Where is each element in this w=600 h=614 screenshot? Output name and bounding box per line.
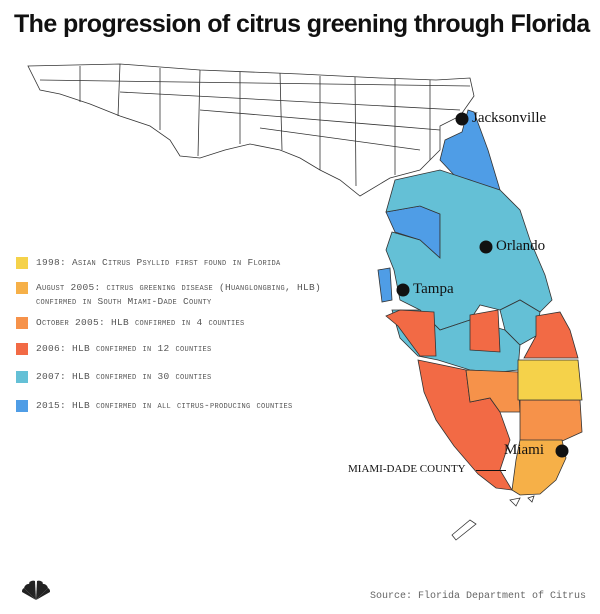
legend-swatch bbox=[16, 400, 28, 412]
legend-label: October 2005: HLB confirmed in 4 countie… bbox=[36, 317, 245, 328]
keys bbox=[451, 495, 535, 541]
legend-label: 2015: HLB confirmed in all citrus-produc… bbox=[36, 400, 293, 411]
miami-dot bbox=[555, 444, 569, 458]
miami-dade-county-label: MIAMI-DADE COUNTY bbox=[348, 463, 466, 475]
legend-label: 1998: Asian Citrus Psyllid first found i… bbox=[36, 257, 281, 268]
county-line bbox=[39, 79, 471, 151]
legend-item: 2006: HLB confirmed in 12 counties bbox=[16, 342, 356, 356]
panhandle-outline bbox=[27, 63, 475, 197]
legend-label: 2006: HLB confirmed in 12 counties bbox=[36, 343, 212, 354]
legend-label: 2007: HLB confirmed in 30 counties bbox=[36, 371, 212, 382]
legend-swatch bbox=[16, 317, 28, 329]
jacksonville-dot bbox=[455, 112, 469, 126]
legend-swatch bbox=[16, 343, 28, 355]
page-title: The progression of citrus greening throu… bbox=[14, 10, 590, 38]
orlando-dot bbox=[479, 240, 493, 254]
panhandle-counties bbox=[27, 63, 475, 197]
legend-item: 2007: HLB confirmed in 30 counties bbox=[16, 370, 356, 384]
legend-label: August 2005: citrus greening disease (Hu… bbox=[36, 282, 322, 307]
county-2006-east bbox=[523, 311, 579, 359]
city-dots bbox=[396, 112, 569, 458]
city-label-orlando: Orlando bbox=[496, 238, 546, 254]
city-label-jacksonville: Jacksonville bbox=[472, 110, 547, 126]
county-2015-pinellas bbox=[377, 267, 393, 303]
county-oct2005-east bbox=[519, 399, 583, 443]
county-line bbox=[79, 63, 431, 187]
county-1998 bbox=[517, 359, 583, 401]
city-label-tampa: Tampa bbox=[413, 281, 454, 297]
legend-item: October 2005: HLB confirmed in 4 countie… bbox=[16, 316, 356, 330]
legend-item: August 2005: citrus greening disease (Hu… bbox=[16, 281, 356, 309]
legend-item: 2015: HLB confirmed in all citrus-produc… bbox=[16, 399, 356, 413]
county-2006-west bbox=[385, 309, 437, 357]
city-label-miami: Miami bbox=[504, 442, 544, 458]
legend-swatch bbox=[16, 371, 28, 383]
legend-swatch bbox=[16, 282, 28, 294]
miami-dade-leader-line bbox=[476, 470, 506, 471]
nbc-peacock-icon bbox=[21, 580, 51, 600]
tampa-dot bbox=[396, 283, 410, 297]
legend-item: 1998: Asian Citrus Psyllid first found i… bbox=[16, 256, 356, 270]
legend-swatch bbox=[16, 257, 28, 269]
source-note: Source: Florida Department of Citrus bbox=[369, 591, 586, 602]
county-2006-central bbox=[469, 309, 501, 353]
